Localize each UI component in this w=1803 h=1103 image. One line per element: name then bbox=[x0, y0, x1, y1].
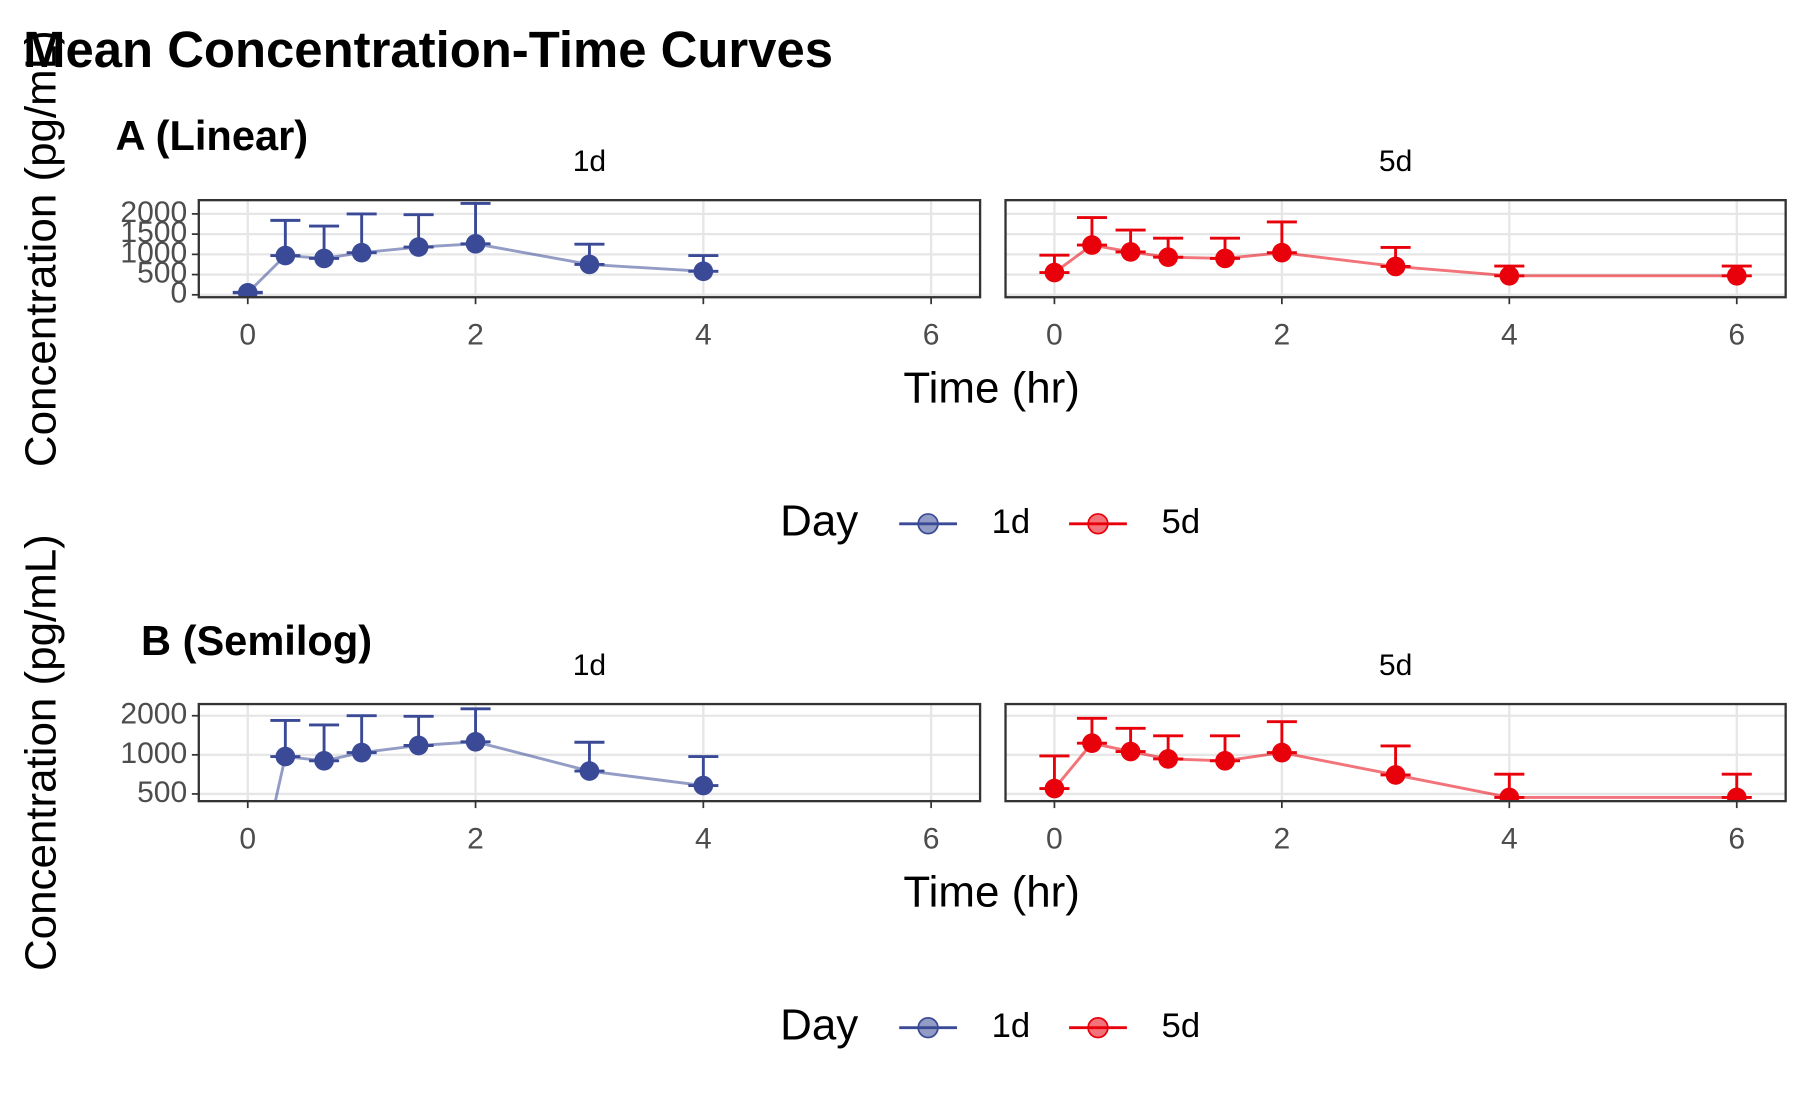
data-point bbox=[237, 282, 258, 298]
error-bar bbox=[233, 914, 263, 924]
x-tick-label: 2 bbox=[1274, 318, 1291, 351]
strip-label: 5d bbox=[1379, 649, 1412, 682]
figure-title: Mean Concentration-Time Curves bbox=[23, 21, 833, 78]
legend-key bbox=[1087, 1016, 1109, 1039]
legend-label: 1d bbox=[992, 503, 1031, 541]
x-tick-label: 0 bbox=[1046, 318, 1063, 351]
legend-label: 1d bbox=[992, 1007, 1031, 1045]
x-tick-label: 2 bbox=[467, 822, 484, 855]
y-tick-label: 1000 bbox=[120, 737, 187, 770]
data-point bbox=[314, 248, 334, 269]
y-axis-title: Concentration (pg/mL) bbox=[17, 30, 66, 467]
legend-label: 5d bbox=[1162, 1007, 1201, 1045]
legend-key bbox=[917, 513, 939, 535]
strip-label: 1d bbox=[573, 145, 606, 178]
data-point bbox=[408, 735, 429, 756]
panel-subtitle: B (Semilog) bbox=[141, 617, 372, 664]
strip-label: 5d bbox=[1379, 145, 1412, 178]
data-point bbox=[275, 746, 296, 767]
panel-border bbox=[197, 198, 982, 299]
x-tick-label: 0 bbox=[1046, 822, 1063, 855]
x-tick-label: 4 bbox=[695, 318, 712, 351]
data-point bbox=[1726, 787, 1747, 802]
y-tick-label: 1500 bbox=[120, 216, 187, 249]
x-tick-label: 6 bbox=[1728, 822, 1745, 855]
y-tick-label: 1000 bbox=[120, 236, 187, 269]
data-point bbox=[1044, 262, 1065, 283]
y-tick-label: 2000 bbox=[120, 196, 187, 229]
y-tick-label: 2000 bbox=[120, 698, 187, 731]
panel-border bbox=[1004, 702, 1787, 803]
strip-label: 1d bbox=[573, 649, 606, 682]
data-point bbox=[1082, 235, 1102, 255]
plot-area bbox=[1039, 716, 1752, 802]
x-tick-label: 6 bbox=[923, 822, 940, 855]
x-axis-title: Time (hr) bbox=[903, 867, 1079, 916]
x-tick-label: 4 bbox=[695, 822, 712, 855]
y-axis-title: Concentration (pg/mL) bbox=[17, 534, 66, 971]
panel-border bbox=[197, 702, 982, 803]
data-point bbox=[1082, 733, 1102, 753]
data-point bbox=[693, 261, 714, 282]
x-tick-label: 0 bbox=[239, 318, 256, 351]
panel-subtitle: A (Linear) bbox=[116, 112, 309, 159]
data-point bbox=[579, 254, 600, 275]
y-tick-label: 500 bbox=[137, 776, 187, 809]
plot-area bbox=[233, 707, 719, 934]
panel-border bbox=[1004, 198, 1787, 299]
data-point bbox=[351, 742, 372, 763]
data-point bbox=[1158, 247, 1178, 268]
data-point bbox=[1385, 256, 1406, 277]
y-tick-label: 500 bbox=[137, 257, 187, 290]
x-tick-label: 4 bbox=[1501, 822, 1518, 855]
data-point bbox=[1158, 749, 1178, 769]
data-point bbox=[1272, 742, 1292, 763]
plot-area bbox=[232, 201, 719, 298]
x-tick-label: 6 bbox=[1728, 318, 1745, 351]
data-point bbox=[579, 761, 600, 781]
data-point bbox=[1385, 765, 1406, 785]
data-point bbox=[465, 234, 486, 254]
data-point bbox=[351, 242, 372, 263]
data-point bbox=[1044, 778, 1065, 799]
legend-key bbox=[917, 1016, 939, 1039]
data-point bbox=[1120, 741, 1141, 762]
data-point bbox=[275, 245, 296, 266]
data-point bbox=[1120, 242, 1141, 262]
legend-title: Day bbox=[780, 1000, 858, 1049]
data-point bbox=[238, 914, 258, 934]
data-point bbox=[408, 237, 429, 257]
x-tick-label: 6 bbox=[923, 318, 940, 351]
x-tick-label: 2 bbox=[1274, 822, 1291, 855]
plot-area bbox=[1039, 216, 1752, 286]
data-point bbox=[465, 731, 486, 752]
x-tick-label: 0 bbox=[239, 822, 256, 855]
data-point bbox=[314, 750, 334, 771]
x-tick-label: 2 bbox=[467, 318, 484, 351]
legend-title: Day bbox=[780, 496, 858, 545]
legend-key bbox=[1087, 513, 1109, 535]
x-tick-label: 4 bbox=[1501, 318, 1518, 351]
y-tick-label: 0 bbox=[171, 277, 188, 310]
data-point bbox=[1272, 242, 1292, 263]
data-point bbox=[1215, 750, 1235, 771]
data-point bbox=[1726, 265, 1747, 286]
data-point bbox=[1215, 248, 1235, 269]
data-point bbox=[1499, 787, 1520, 802]
data-point bbox=[1499, 265, 1520, 286]
legend-label: 5d bbox=[1162, 503, 1201, 541]
data-point bbox=[693, 775, 714, 796]
x-axis-title: Time (hr) bbox=[903, 363, 1079, 412]
